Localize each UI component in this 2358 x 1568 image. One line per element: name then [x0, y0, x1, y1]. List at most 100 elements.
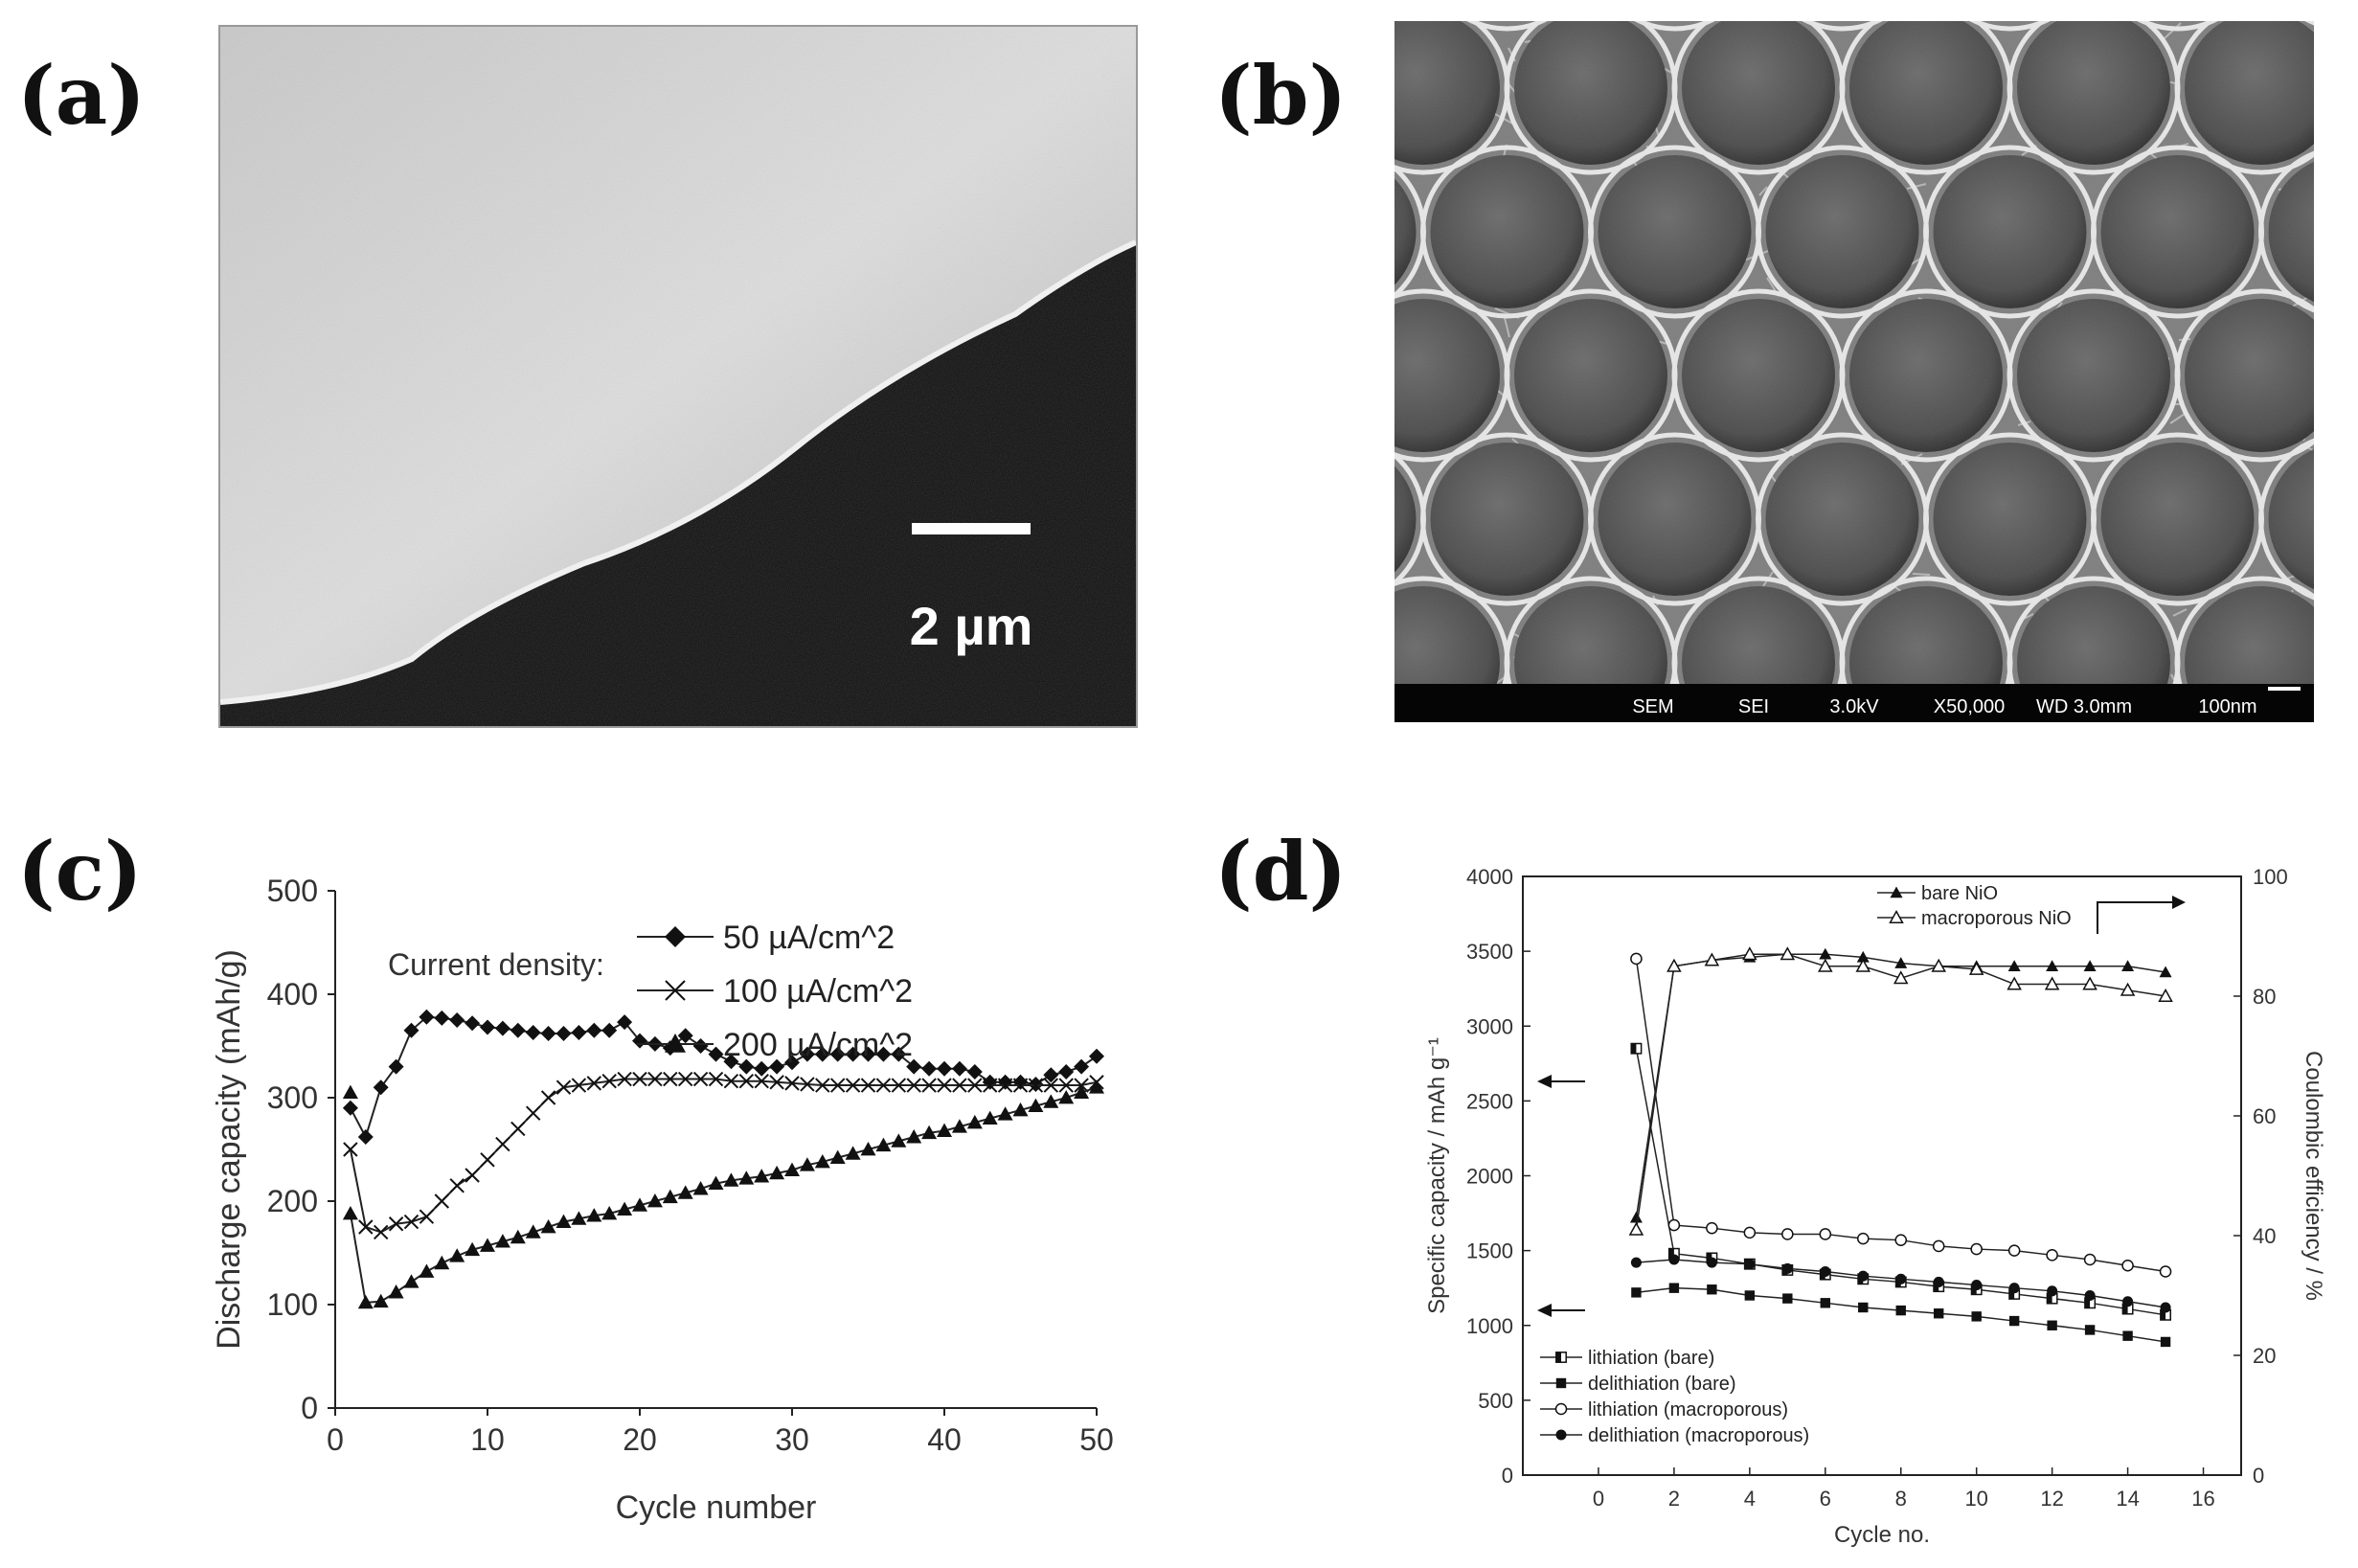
chart-d-point	[1666, 958, 1682, 972]
right-axis-arrow-head	[2172, 896, 2186, 909]
chart-c-legend-marker	[665, 980, 686, 1001]
chart-c-point	[1043, 1067, 1059, 1083]
chart-c-xtick-label: 30	[775, 1422, 809, 1457]
chart-d-ytick-label: 3500	[1466, 940, 1513, 964]
chart-c-point	[799, 1157, 815, 1171]
chart-c-point	[480, 1238, 495, 1252]
chart-c-point	[891, 1133, 907, 1148]
chart-d-y2tick-label: 60	[2253, 1104, 2276, 1128]
chart-c-point	[525, 1224, 541, 1238]
chart-c-point	[708, 1175, 724, 1191]
chart-c-point	[632, 1071, 647, 1087]
chart-d-point	[1895, 1273, 1907, 1284]
chart-d-point	[2122, 1296, 2134, 1307]
chart-c-point	[829, 1078, 846, 1093]
chart-c-xtick-label: 50	[1079, 1422, 1114, 1457]
chart-c-point	[769, 1165, 785, 1180]
chart-d-point	[1893, 970, 1909, 985]
chart-d-point	[1704, 952, 1720, 966]
chart-d-legend: bare NiO macroporous NiO lithiation (bare)…	[1540, 883, 2072, 1446]
chart-c-point	[419, 1009, 435, 1025]
chart-c-point	[342, 1205, 358, 1220]
chart-d-point	[2159, 966, 2172, 978]
chart-c-point	[754, 1074, 769, 1089]
chart-c-ticks: 0 100 200 300 400 500 0 10 20 30 40 50	[267, 874, 1114, 1457]
chart-c-point	[571, 1211, 587, 1225]
chart-c-point	[692, 1038, 709, 1054]
chart-c-point	[738, 1170, 755, 1185]
sem-info-item: SEI	[1738, 696, 1769, 717]
chart-c-line-1	[349, 1078, 1098, 1234]
chart-d-point	[1630, 1042, 1643, 1055]
chart-d-point	[2008, 1315, 2020, 1327]
chart-d-point	[1855, 958, 1871, 972]
chart-d-point	[1820, 1265, 1831, 1278]
chart-c-point	[342, 1100, 358, 1116]
chart-d-ytick-label: 4000	[1466, 865, 1513, 889]
chart-d-point	[2047, 1285, 2058, 1297]
chart-c-point	[434, 1255, 450, 1270]
chart-c-legend-label: 200 µA/cm^2	[723, 1027, 913, 1063]
chart-c-line-2	[349, 1086, 1098, 1304]
chart-d-point	[2082, 976, 2097, 990]
chart-c-point	[357, 1129, 374, 1146]
chart-c-xtick-label: 40	[927, 1422, 962, 1457]
chart-d-point	[1780, 946, 1796, 961]
chart-c-point	[632, 1197, 647, 1212]
chart-c-legend-title: Current density:	[388, 947, 604, 982]
chart-c-ytick-label: 400	[267, 977, 318, 1011]
chart-d-ytick-label: 2500	[1466, 1089, 1513, 1113]
chart-c-point	[906, 1129, 922, 1144]
chart-c-point	[784, 1076, 800, 1091]
right-axis-arrow	[2097, 901, 2174, 934]
chart-d-point	[2008, 1283, 2020, 1294]
chart-d-xtick-label: 0	[1593, 1487, 1604, 1511]
chart-c-point	[921, 1125, 938, 1140]
chart-c-point	[510, 1229, 526, 1244]
chart-c-point	[845, 1078, 861, 1093]
chart-d-point	[1819, 947, 1832, 960]
chart-c-point	[814, 1046, 830, 1062]
chart-c-point	[860, 1046, 876, 1062]
sem-info-item: SEM	[1632, 696, 1673, 717]
chart-c-point	[601, 1074, 617, 1089]
chart-c-point	[1089, 1079, 1104, 1094]
sem-image-a: 2 µm	[218, 25, 1138, 728]
chart-d-legend-label: macroporous NiO	[1921, 908, 2072, 929]
chart-c-point	[708, 1071, 724, 1087]
chart-c-point	[555, 1079, 572, 1095]
chart-d-point	[1630, 952, 1643, 966]
chart-c-point	[723, 1172, 739, 1187]
chart-d-xtick-label: 10	[1964, 1487, 1987, 1511]
chart-c-point	[677, 1071, 693, 1087]
chart-d-point	[1631, 1287, 1642, 1298]
chart-d-xlabel: Cycle no.	[1834, 1522, 1930, 1548]
chart-c-point	[1074, 1058, 1090, 1075]
chart-d-legend-marker	[1889, 909, 1904, 923]
panel-label-a: (a)	[17, 48, 146, 143]
chart-d-legend-marker	[1555, 1377, 1567, 1389]
chart-d-point	[2084, 1325, 2096, 1335]
chart-c-point	[845, 1046, 861, 1062]
chart-c-point	[495, 1136, 510, 1152]
chart-c-point	[358, 1219, 374, 1235]
chart-c-point	[754, 1169, 770, 1183]
chart-c-point	[875, 1046, 892, 1062]
chart-c-point	[403, 1022, 419, 1038]
chart-d-line-0	[1635, 953, 2166, 1218]
chart-c-point	[388, 1216, 404, 1232]
chart-c-point	[388, 1284, 404, 1299]
panel-label-d: (d)	[1214, 824, 1348, 919]
chart-d-point	[1933, 1276, 1944, 1287]
chart-c-point	[952, 1078, 967, 1093]
chart-d-point	[1668, 1254, 1680, 1265]
chart-c-legend-marker	[665, 1034, 686, 1053]
chart-d-xtick-label: 12	[2040, 1487, 2063, 1511]
chart-d-point	[1968, 961, 1984, 975]
chart-c-point	[723, 1054, 739, 1070]
chart-d-series	[1628, 946, 2173, 1348]
chart-c-point	[860, 1142, 876, 1156]
chart-d-ytick-label: 2000	[1466, 1165, 1513, 1189]
chart-c-point	[799, 1046, 815, 1062]
chart-c-point	[921, 1060, 938, 1077]
